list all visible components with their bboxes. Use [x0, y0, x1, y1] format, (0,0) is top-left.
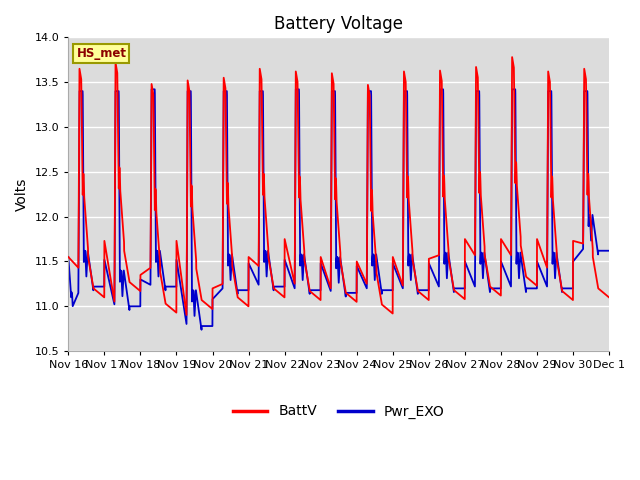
BattV [491, 288, 499, 293]
BattV [162, 300, 170, 306]
Pwr_EXO [198, 327, 205, 333]
BattV [460, 295, 468, 301]
BattV [182, 312, 190, 318]
BattV [430, 254, 438, 260]
Line: BattV: BattV [68, 57, 609, 315]
Pwr_EXO [605, 248, 613, 253]
BattV [508, 54, 516, 60]
Text: HS_met: HS_met [76, 47, 127, 60]
Legend: BattV, Pwr_EXO: BattV, Pwr_EXO [227, 399, 450, 424]
Line: Pwr_EXO: Pwr_EXO [68, 89, 609, 330]
BattV [605, 294, 612, 300]
Pwr_EXO [460, 286, 468, 291]
Y-axis label: Volts: Volts [15, 178, 29, 211]
BattV [319, 260, 326, 265]
BattV [605, 294, 613, 300]
Pwr_EXO [148, 86, 156, 92]
Title: Battery Voltage: Battery Voltage [274, 15, 403, 33]
Pwr_EXO [605, 248, 612, 253]
Pwr_EXO [430, 272, 438, 278]
Pwr_EXO [65, 254, 72, 260]
Pwr_EXO [491, 286, 499, 291]
Pwr_EXO [319, 265, 326, 271]
BattV [65, 254, 72, 260]
Pwr_EXO [162, 284, 170, 289]
